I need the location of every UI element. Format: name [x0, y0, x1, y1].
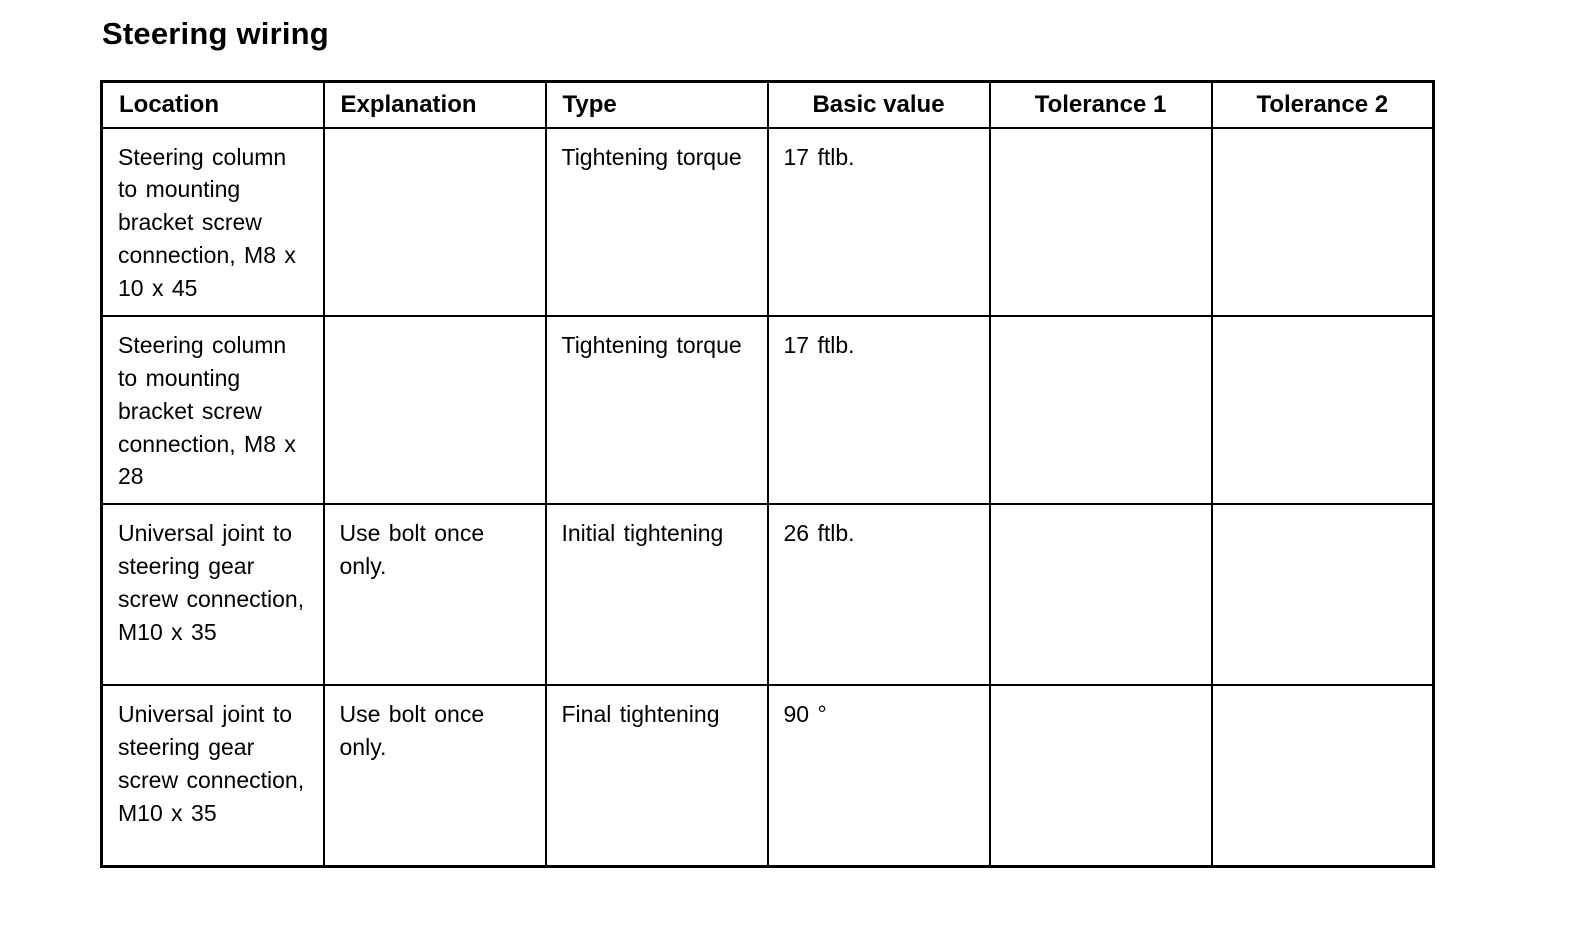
column-header-type: Type	[544, 80, 769, 129]
cell-type: Final tightening	[544, 684, 769, 868]
cell-explanation: Use bolt once only.	[322, 684, 547, 868]
cell-tolerance-2	[1210, 503, 1435, 687]
cell-explanation: Use bolt once only.	[322, 503, 547, 687]
table-row: Steering column to mounting bracket scre…	[100, 126, 1435, 317]
cell-location: Steering column to mounting bracket scre…	[100, 314, 325, 506]
column-header-basic-value: Basic value	[766, 80, 991, 129]
table-row: Universal joint to steering gear screw c…	[100, 684, 1435, 868]
cell-basic-value: 17 ftlb.	[766, 314, 991, 506]
column-header-tolerance-2: Tolerance 2	[1210, 80, 1435, 129]
torque-spec-table: Location Explanation Type Basic value To…	[100, 80, 1435, 868]
cell-type: Initial tightening	[544, 503, 769, 687]
cell-type: Tightening torque	[544, 126, 769, 317]
table-row: Universal joint to steering gear screw c…	[100, 503, 1435, 687]
cell-tolerance-1	[988, 314, 1213, 506]
table-row: Steering column to mounting bracket scre…	[100, 314, 1435, 506]
cell-tolerance-1	[988, 684, 1213, 868]
cell-tolerance-2	[1210, 126, 1435, 317]
cell-location: Universal joint to steering gear screw c…	[100, 684, 325, 868]
cell-tolerance-1	[988, 126, 1213, 317]
cell-basic-value: 17 ftlb.	[766, 126, 991, 317]
column-header-location: Location	[100, 80, 325, 129]
cell-basic-value: 26 ftlb.	[766, 503, 991, 687]
page-title: Steering wiring	[102, 16, 329, 51]
cell-explanation	[322, 314, 547, 506]
cell-explanation	[322, 126, 547, 317]
column-header-tolerance-1: Tolerance 1	[988, 80, 1213, 129]
cell-type: Tightening torque	[544, 314, 769, 506]
cell-tolerance-2	[1210, 684, 1435, 868]
cell-basic-value: 90 °	[766, 684, 991, 868]
cell-location: Universal joint to steering gear screw c…	[100, 503, 325, 687]
table-body: Steering column to mounting bracket scre…	[100, 126, 1435, 868]
table-header-row: Location Explanation Type Basic value To…	[100, 80, 1435, 129]
cell-tolerance-2	[1210, 314, 1435, 506]
column-header-explanation: Explanation	[322, 80, 547, 129]
cell-tolerance-1	[988, 503, 1213, 687]
cell-location: Steering column to mounting bracket scre…	[100, 126, 325, 317]
table-header: Location Explanation Type Basic value To…	[100, 80, 1435, 129]
